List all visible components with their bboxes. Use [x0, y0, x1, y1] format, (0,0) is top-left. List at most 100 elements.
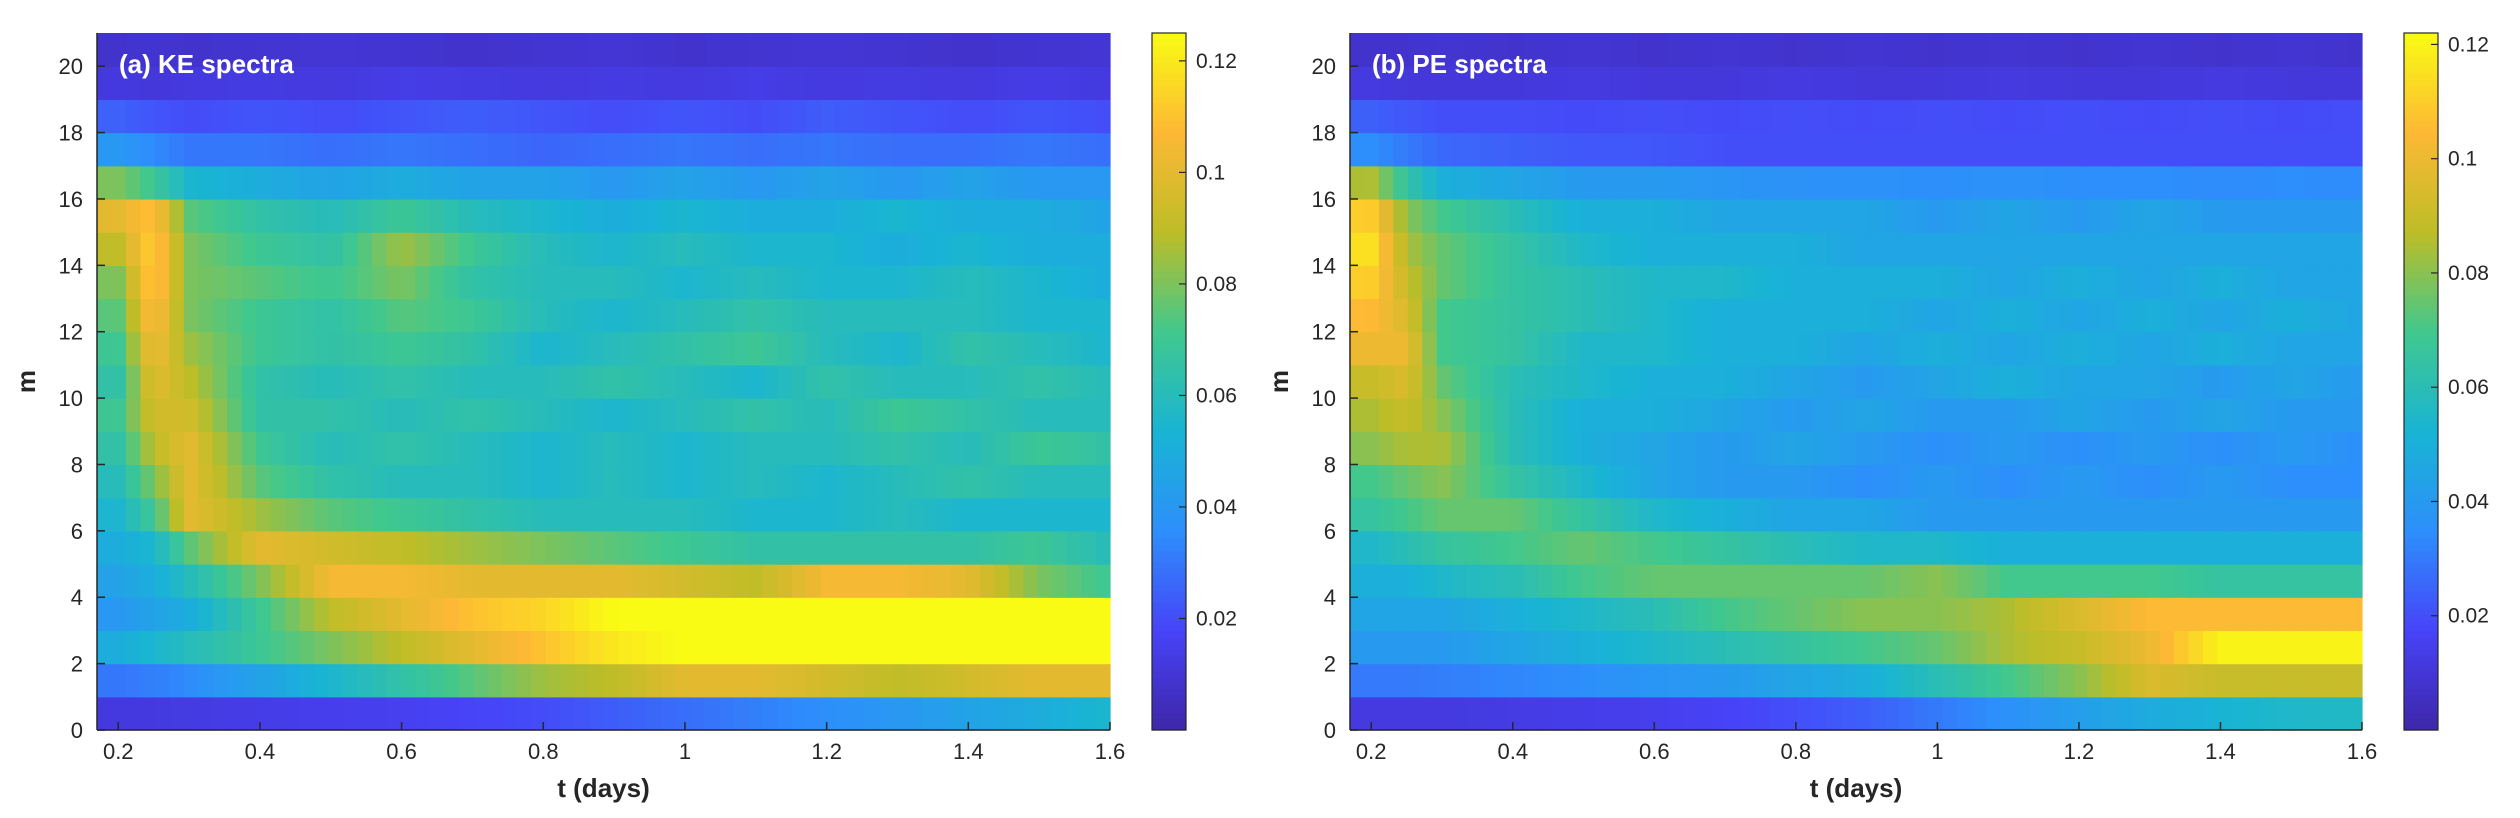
heatmap-cell — [617, 630, 634, 665]
heatmap-cell — [1422, 696, 1438, 731]
heatmap-cell — [1798, 564, 1814, 598]
heatmap-cell — [2145, 298, 2161, 333]
heatmap-cell — [661, 198, 677, 233]
colorbar-segment — [2404, 660, 2438, 667]
heatmap-cell — [241, 165, 257, 200]
heatmap-cell — [1624, 663, 1640, 698]
heatmap-cell — [2029, 132, 2045, 167]
heatmap-cell — [1971, 298, 1987, 333]
colorbar-segment — [1152, 608, 1186, 615]
heatmap-cell — [719, 298, 735, 333]
heatmap-cell — [2333, 298, 2349, 333]
heatmap-cell — [2029, 431, 2045, 466]
heatmap-cell — [1696, 597, 1713, 632]
heatmap-cell — [1552, 696, 1568, 731]
heatmap-cell — [400, 663, 416, 698]
heatmap-cell — [2029, 564, 2045, 598]
heatmap-cell — [1870, 564, 1886, 598]
heatmap-cell — [1913, 298, 1929, 333]
heatmap-cell — [1364, 132, 1380, 167]
heatmap-cell — [733, 165, 749, 200]
heatmap-cell — [1566, 398, 1582, 432]
heatmap-cell — [762, 398, 778, 432]
heatmap-cell — [299, 431, 315, 466]
heatmap-cell — [1913, 33, 1929, 67]
heatmap-cell — [169, 597, 185, 632]
heatmap-cell — [1740, 497, 1756, 532]
heatmap-cell — [429, 331, 445, 366]
heatmap-cell — [1682, 33, 1698, 67]
heatmap-cell — [892, 663, 908, 698]
heatmap-cell — [1639, 33, 1655, 67]
heatmap-cell — [1451, 132, 1467, 167]
heatmap-cell — [1913, 364, 1929, 399]
heatmap-cell — [1364, 464, 1380, 499]
heatmap-cell — [704, 364, 720, 399]
heatmap-cell — [878, 597, 894, 632]
heatmap-cell — [574, 431, 590, 466]
heatmap-cell — [1509, 630, 1525, 665]
heatmap-cell — [169, 265, 185, 300]
heatmap-cell — [458, 663, 474, 698]
heatmap-cell — [1942, 232, 1958, 266]
heatmap-cell — [1066, 364, 1082, 399]
heatmap-cell — [719, 66, 735, 100]
heatmap-cell — [1725, 232, 1741, 266]
heatmap-cell — [1812, 165, 1828, 200]
colorbar-segment — [2404, 491, 2438, 499]
heatmap-cell — [2072, 497, 2088, 532]
heatmap-cell — [140, 198, 156, 233]
heatmap-cell — [1052, 99, 1068, 134]
heatmap-cell — [719, 331, 735, 366]
heatmap-cell — [2087, 597, 2103, 632]
heatmap-cell — [1595, 431, 1611, 466]
heatmap-cell — [343, 630, 359, 665]
heatmap-cell — [531, 66, 547, 100]
heatmap-cell — [487, 398, 503, 432]
heatmap-cell — [1971, 165, 1987, 200]
colorbar-segment — [1152, 718, 1186, 725]
y-tick-label: 12 — [1312, 320, 1336, 345]
heatmap-cell — [285, 630, 301, 665]
heatmap-cell — [2333, 165, 2349, 200]
heatmap-cell — [545, 663, 561, 698]
heatmap-cell — [386, 597, 402, 632]
heatmap-cell — [1812, 630, 1828, 665]
heatmap-cell — [1870, 364, 1886, 399]
heatmap-cell — [2029, 66, 2045, 100]
heatmap-cell — [444, 232, 460, 266]
heatmap-cell — [125, 497, 142, 532]
heatmap-cell — [936, 132, 952, 167]
heatmap-cell — [892, 66, 908, 100]
heatmap-cell — [2231, 530, 2247, 565]
y-tick-label: 6 — [1324, 519, 1336, 544]
heatmap-cell — [241, 564, 257, 598]
colorbar-segment — [2404, 108, 2438, 115]
heatmap-cell — [1581, 464, 1597, 499]
heatmap-cell — [1711, 398, 1727, 432]
heatmap-cell — [2260, 564, 2276, 598]
colorbar-segment — [2404, 154, 2438, 162]
heatmap-cell — [1581, 232, 1597, 266]
heatmap-cell — [241, 497, 257, 532]
heatmap-cell — [1095, 464, 1111, 499]
heatmap-cell — [762, 165, 778, 200]
heatmap-cell — [125, 298, 142, 333]
heatmap-cell — [2202, 530, 2219, 565]
heatmap-cell — [690, 398, 706, 432]
heatmap-cell — [2015, 232, 2031, 266]
heatmap-cell — [371, 597, 388, 632]
heatmap-cell — [892, 132, 908, 167]
heatmap-cell — [386, 431, 402, 466]
heatmap-cell — [1899, 265, 1915, 300]
heatmap-cell — [1740, 132, 1756, 167]
heatmap-cell — [1494, 99, 1510, 134]
heatmap-cell — [2130, 364, 2146, 399]
heatmap-cell — [487, 132, 503, 167]
heatmap-cell — [936, 99, 952, 134]
heatmap-cell — [994, 464, 1010, 499]
heatmap-cell — [733, 597, 749, 632]
heatmap-cell — [1552, 398, 1568, 432]
colorbar-segment — [1152, 189, 1186, 197]
colorbar-tick-label: 0.06 — [1196, 384, 1237, 407]
